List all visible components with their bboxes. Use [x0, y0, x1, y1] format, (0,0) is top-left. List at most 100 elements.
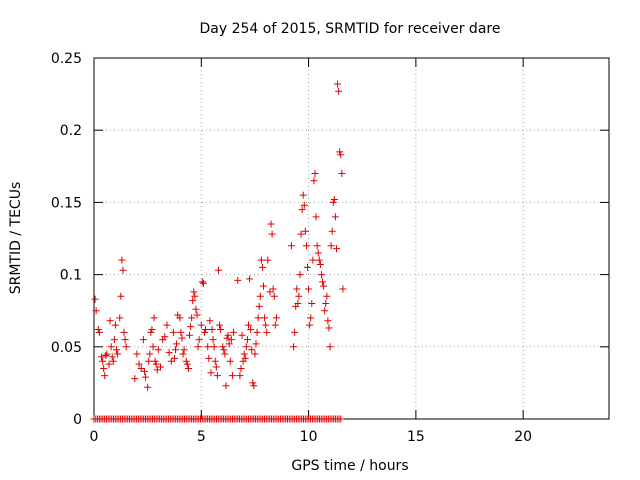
- data-point: [116, 314, 124, 322]
- data-point: [266, 288, 274, 296]
- data-point: [177, 328, 185, 336]
- data-point: [185, 331, 193, 339]
- data-point: [255, 302, 263, 310]
- data-point: [213, 372, 221, 380]
- data-point: [326, 343, 334, 351]
- data-point: [325, 324, 333, 332]
- data-point: [201, 328, 209, 336]
- data-point: [248, 346, 256, 354]
- data-point: [269, 285, 277, 293]
- data-point: [167, 357, 175, 365]
- data-point: [294, 299, 302, 307]
- data-point: [314, 249, 322, 257]
- data-point: [114, 350, 122, 358]
- y-tick-label: 0.15: [51, 195, 82, 211]
- data-point: [242, 343, 250, 351]
- data-point: [110, 336, 118, 344]
- data-point: [219, 343, 227, 351]
- data-point: [315, 256, 323, 264]
- data-point: [261, 314, 269, 322]
- data-point: [182, 357, 190, 365]
- data-point: [207, 369, 215, 377]
- data-point: [243, 336, 251, 344]
- data-point: [131, 375, 139, 383]
- data-point: [220, 346, 228, 354]
- data-point: [319, 278, 327, 286]
- data-point: [153, 366, 161, 374]
- data-point: [92, 307, 100, 315]
- y-tick-label: 0.25: [51, 51, 82, 67]
- data-point: [151, 357, 159, 365]
- data-point: [137, 364, 145, 372]
- data-point: [329, 198, 337, 206]
- data-point: [293, 285, 301, 293]
- data-point: [336, 148, 344, 156]
- data-point: [146, 350, 154, 358]
- y-axis-label: SRMTID / TECUs: [8, 182, 24, 295]
- data-point: [103, 350, 111, 358]
- data-point: [332, 245, 340, 253]
- data-point: [240, 350, 248, 358]
- data-point: [246, 275, 254, 283]
- data-point: [109, 357, 117, 365]
- data-point: [106, 317, 114, 325]
- y-tick-label: 0: [73, 412, 82, 428]
- data-point: [309, 256, 317, 264]
- data-point: [191, 292, 199, 300]
- y-tick-label: 0.1: [60, 268, 82, 284]
- data-point: [300, 201, 308, 209]
- data-point: [287, 242, 295, 250]
- data-point: [197, 321, 205, 329]
- data-point: [194, 343, 202, 351]
- data-point: [311, 170, 319, 178]
- data-point: [334, 80, 342, 88]
- data-point: [176, 314, 184, 322]
- data-point: [152, 360, 160, 368]
- data-point: [216, 321, 224, 329]
- data-point: [209, 336, 217, 344]
- data-point: [148, 325, 156, 333]
- data-point: [256, 292, 264, 300]
- data-point: [301, 227, 309, 235]
- data-point: [199, 279, 207, 287]
- data-point: [267, 220, 275, 228]
- data-point: [190, 288, 198, 296]
- data-point: [172, 346, 180, 354]
- data-point: [316, 260, 324, 268]
- data-point: [313, 242, 321, 250]
- data-point: [169, 328, 177, 336]
- data-point: [139, 336, 147, 344]
- data-point: [227, 336, 235, 344]
- data-point: [339, 285, 347, 293]
- data-point: [95, 328, 103, 336]
- data-point: [223, 334, 231, 342]
- data-point: [304, 263, 312, 271]
- data-point: [238, 331, 246, 339]
- data-point: [308, 299, 316, 307]
- data-point: [291, 328, 299, 336]
- data-point: [195, 336, 203, 344]
- data-point: [205, 354, 213, 362]
- data-point: [170, 354, 178, 362]
- data-point: [173, 340, 181, 348]
- data-point: [150, 314, 158, 322]
- data-point: [111, 321, 119, 329]
- data-point: [247, 325, 255, 333]
- data-point: [335, 87, 343, 95]
- data-point: [91, 295, 99, 303]
- data-point: [264, 256, 272, 264]
- axis-ticks: [93, 57, 609, 420]
- data-point: [306, 321, 314, 329]
- data-point: [317, 271, 325, 279]
- data-point: [321, 307, 329, 315]
- data-point: [251, 350, 259, 358]
- grid-lines: [94, 58, 609, 419]
- x-tick-label: 20: [514, 429, 532, 445]
- data-point: [154, 346, 162, 354]
- data-point: [296, 271, 304, 279]
- data-point: [330, 196, 338, 204]
- data-point: [310, 177, 318, 185]
- data-point: [260, 282, 268, 290]
- data-point: [262, 321, 270, 329]
- data-point: [147, 328, 155, 336]
